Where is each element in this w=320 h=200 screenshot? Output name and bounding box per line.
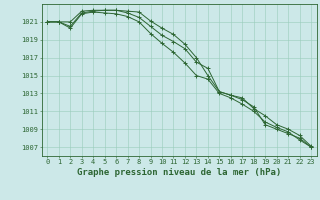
X-axis label: Graphe pression niveau de la mer (hPa): Graphe pression niveau de la mer (hPa)	[77, 168, 281, 177]
